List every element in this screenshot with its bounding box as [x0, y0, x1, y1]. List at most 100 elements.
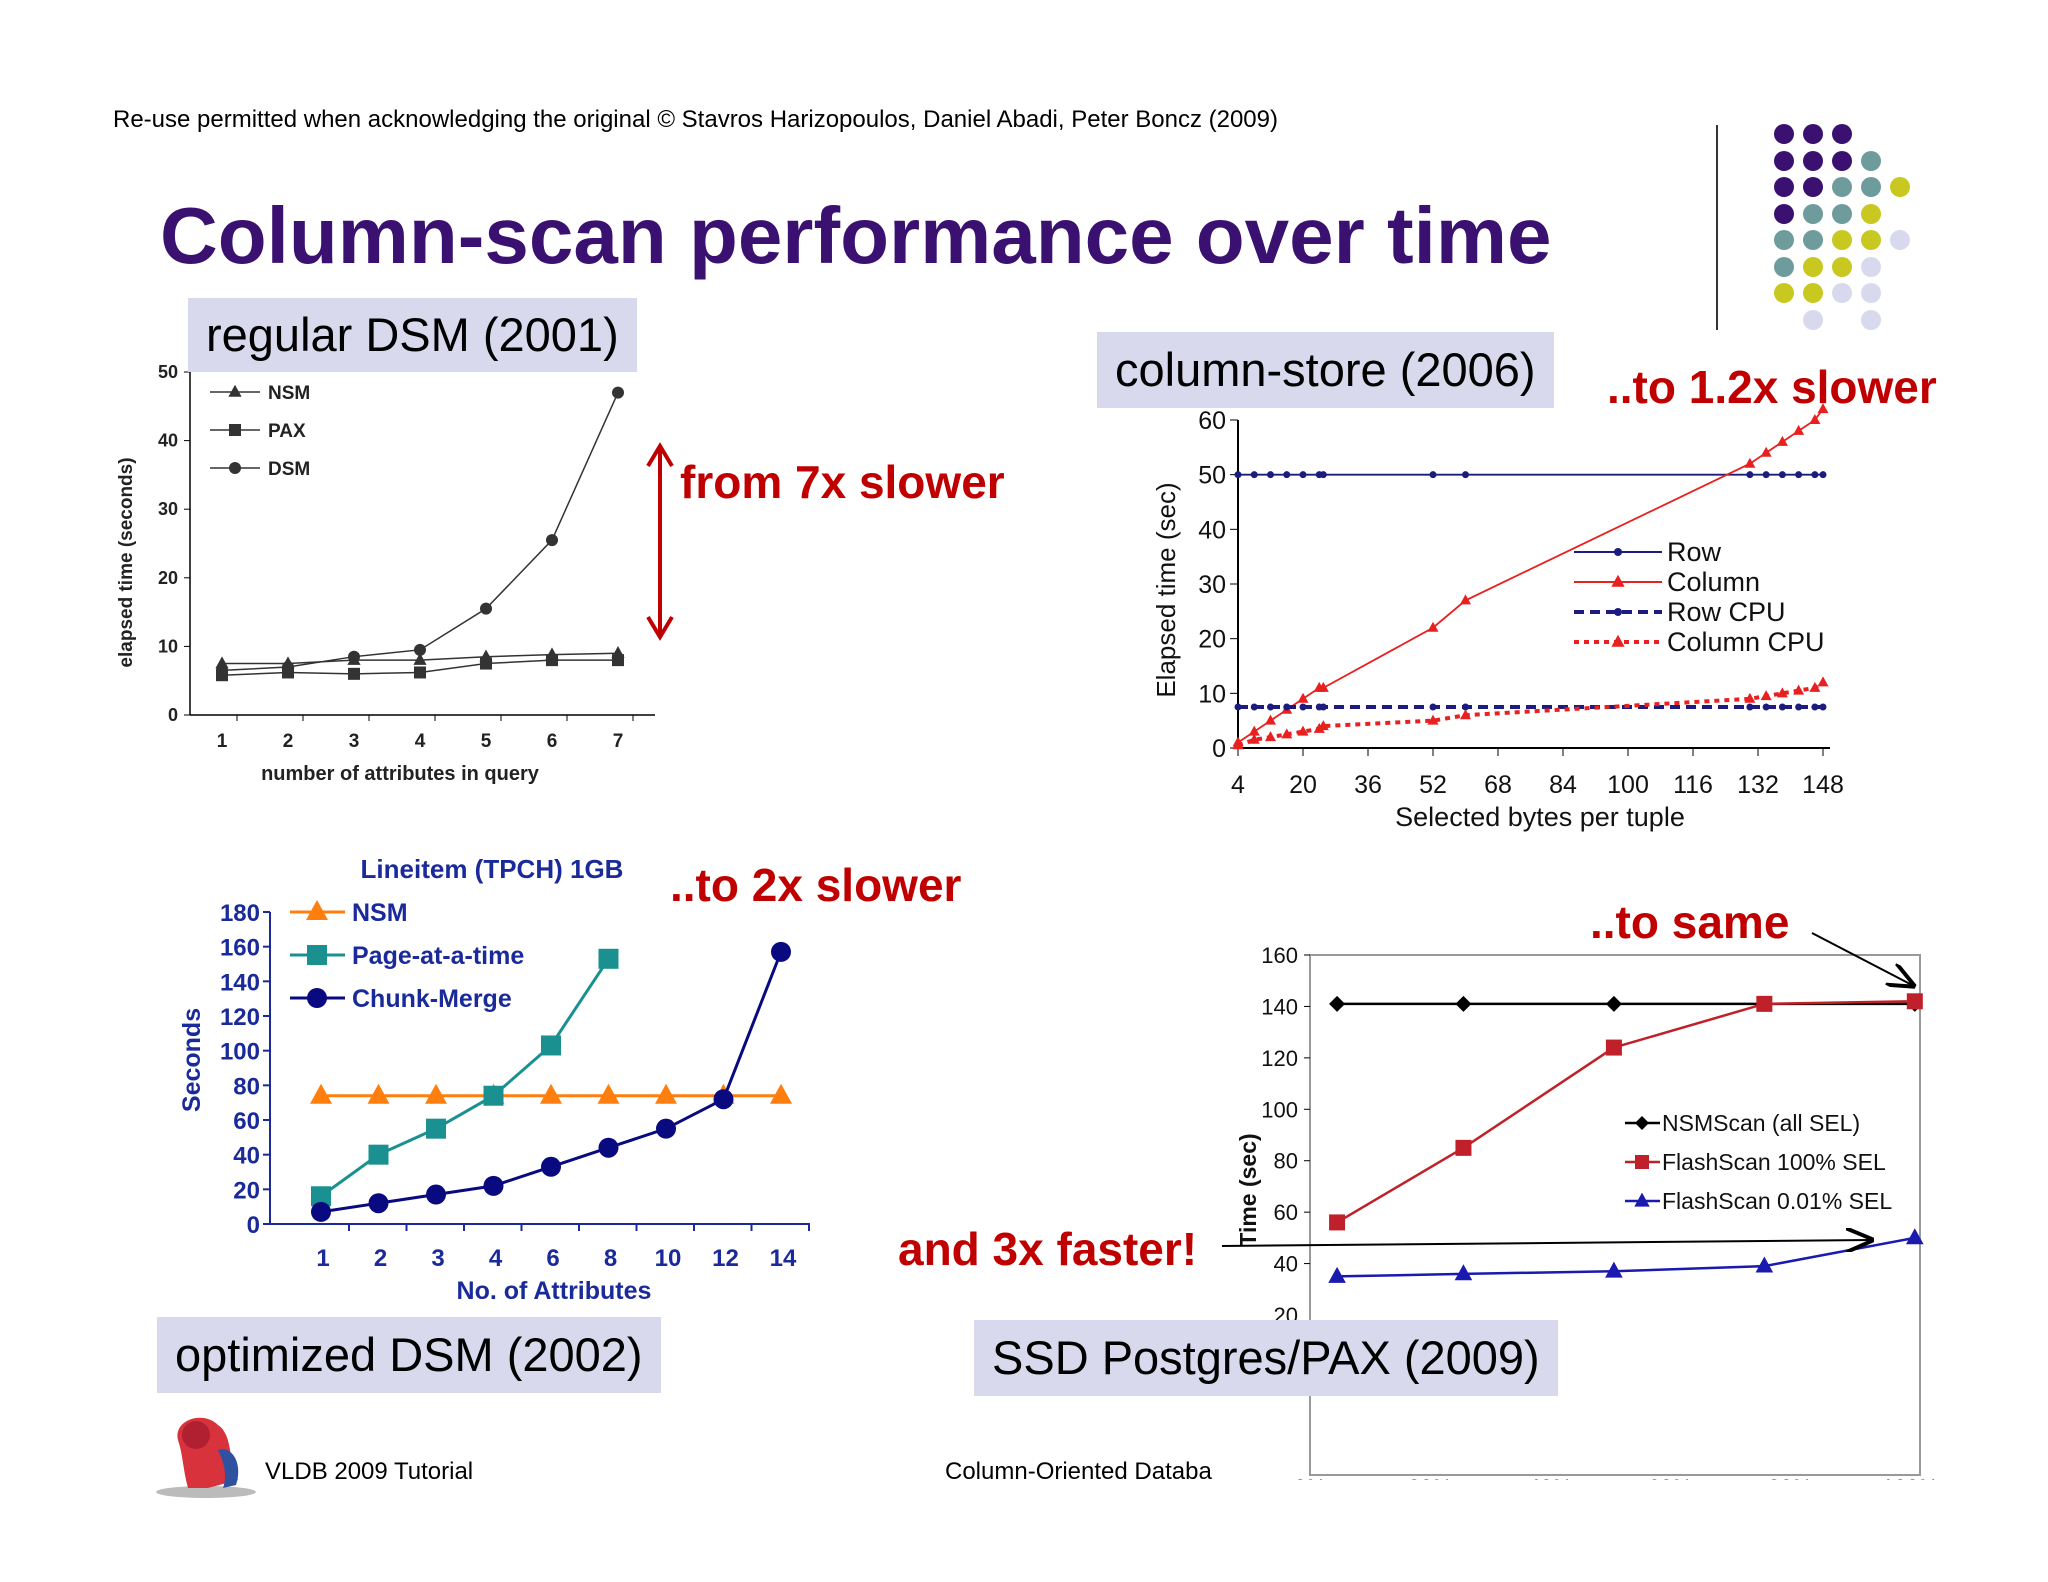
x-tick-label: 4 — [415, 731, 426, 752]
decor-dot — [1832, 256, 1852, 277]
x-tick-label: 6 — [546, 1245, 559, 1272]
decor-dot — [1890, 230, 1910, 250]
data-point — [1234, 471, 1242, 479]
data-point — [1746, 703, 1754, 711]
decor-dot — [1832, 230, 1852, 250]
data-point — [483, 1085, 504, 1106]
chart-dsm-2001: 0 10 20 30 40 50 1 2 3 4 5 6 7 number of attributes i… — [116, 362, 655, 785]
x-tick-label: 1 — [217, 731, 228, 752]
data-point — [1811, 703, 1819, 711]
y-tick-label: 20 — [158, 568, 178, 588]
data-point — [771, 941, 791, 962]
x-tick-label: 0% — [1294, 1475, 1326, 1480]
data-point — [368, 1193, 389, 1214]
decor-dot — [1861, 230, 1881, 250]
x-tick-label: 60% — [1648, 1475, 1692, 1480]
copyright-notice: Re-use permitted when acknowledging the … — [113, 106, 1278, 133]
decor-dot — [1861, 309, 1881, 330]
x-tick-label: 20% — [1408, 1475, 1452, 1480]
decor-dot — [1803, 177, 1823, 197]
data-point — [368, 1144, 389, 1165]
data-point — [598, 948, 619, 969]
data-point — [1427, 714, 1439, 725]
data-point — [1744, 692, 1756, 703]
decor-dot — [1774, 177, 1794, 197]
legend-label: Column CPU — [1667, 627, 1825, 657]
legend-marker — [307, 945, 327, 965]
data-point — [1250, 703, 1258, 711]
x-tick-label: 100 — [1607, 771, 1649, 799]
data-point — [1297, 725, 1309, 736]
data-point — [1329, 1214, 1346, 1231]
data-point — [1744, 457, 1756, 468]
data-point — [1248, 725, 1260, 736]
data-point — [1299, 703, 1307, 711]
decor-dot — [1803, 256, 1823, 277]
data-point — [1317, 681, 1329, 692]
data-point — [1762, 703, 1770, 711]
data-point — [311, 1186, 331, 1207]
x-tick-label: 20 — [1289, 771, 1317, 799]
data-point — [1762, 471, 1770, 479]
data-point — [1462, 471, 1469, 479]
data-point — [348, 667, 360, 680]
data-point — [1809, 681, 1821, 692]
y-tick-label: 40 — [233, 1143, 260, 1170]
y-axis-label: Elapsed time (sec) — [1151, 482, 1181, 697]
data-point — [1267, 703, 1274, 711]
callout-to-same: ..to same — [1590, 896, 1790, 948]
data-point — [1776, 435, 1788, 446]
x-tick-label: 132 — [1737, 771, 1779, 799]
x-tick-label: 10 — [655, 1245, 682, 1272]
data-point — [1605, 1261, 1623, 1278]
y-tick-label: 160 — [220, 935, 260, 962]
data-point — [1817, 403, 1829, 414]
data-point — [597, 1083, 620, 1104]
decor-dot — [1803, 150, 1823, 171]
data-point — [541, 1156, 561, 1177]
data-point — [414, 666, 426, 679]
y-tick-label: 60 — [1198, 407, 1226, 435]
legend-label: Column — [1667, 567, 1760, 597]
x-tick-label: 3 — [349, 731, 360, 752]
decor-dot — [1774, 283, 1794, 303]
y-tick-label: 0 — [1212, 735, 1226, 763]
y-tick-label: 40 — [1274, 1252, 1298, 1277]
callout-to-1-2x-slower: ..to 1.2x slower — [1607, 361, 1937, 413]
data-point — [1817, 676, 1829, 687]
legend-label: PAX — [268, 421, 306, 442]
decor-dot — [1803, 203, 1823, 224]
data-point — [1793, 684, 1805, 695]
y-tick-label: 60 — [233, 1108, 260, 1135]
lion-logo-icon — [156, 1417, 256, 1498]
data-point — [480, 602, 492, 615]
legend-marker — [307, 988, 327, 1008]
x-tick-label: 6 — [547, 731, 558, 752]
x-axis-label: No. of Attributes — [457, 1277, 652, 1305]
data-point — [1795, 471, 1803, 479]
data-point — [541, 1035, 561, 1056]
legend-label: Row CPU — [1667, 597, 1786, 627]
y-tick-label: 60 — [1274, 1200, 1298, 1225]
y-tick-label: 180 — [220, 900, 260, 927]
y-tick-label: 40 — [158, 431, 178, 451]
y-tick-label: 100 — [1261, 1097, 1298, 1122]
slide-title: Column-scan performance over time — [160, 191, 1552, 280]
chart-title: Lineitem (TPCH) 1GB — [361, 854, 624, 884]
x-axis-label: Selected bytes per tuple — [1395, 802, 1685, 832]
chart-optimized-dsm-2002: Lineitem (TPCH) 1GB 0 20 40 60 80 100 120 140 160… — [178, 854, 810, 1305]
data-point — [216, 664, 228, 677]
data-point — [1906, 993, 1923, 1010]
data-point — [1746, 471, 1754, 479]
data-point — [656, 1118, 676, 1139]
data-point — [426, 1118, 446, 1139]
data-point — [1760, 690, 1772, 701]
legend-label: NSM — [352, 899, 408, 927]
data-point — [540, 1083, 562, 1104]
decor-dot — [1832, 203, 1852, 224]
legend-marker — [228, 384, 242, 397]
y-tick-label: 50 — [1198, 462, 1226, 490]
data-point — [1265, 714, 1276, 725]
data-point — [1605, 995, 1622, 1012]
decor-dot — [1774, 124, 1794, 144]
